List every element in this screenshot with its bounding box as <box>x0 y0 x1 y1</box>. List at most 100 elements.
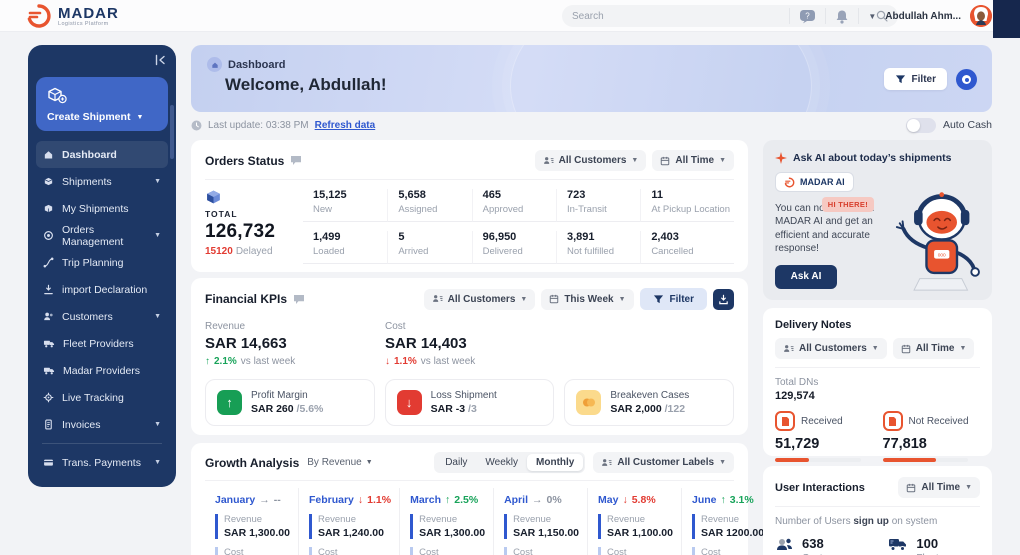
orders-customers-filter[interactable]: All Customers ▼ <box>534 150 647 171</box>
sort-by-revenue-dropdown[interactable]: By Revenue ▼ <box>307 457 373 468</box>
tab-weekly[interactable]: Weekly <box>485 457 519 468</box>
user-interactions-card: User Interactions All Time ▼ Number of Us… <box>763 466 992 555</box>
breakeven-cases-card: Breakeven Cases SAR 2,000 /122 <box>564 379 735 426</box>
ask-ai-card: Ask AI about today’s shipments MADAR AI … <box>763 140 992 300</box>
fleet-providers-truck-icon <box>43 338 55 349</box>
header-divider <box>858 8 860 24</box>
financial-time-filter[interactable]: This Week ▼ <box>541 288 634 310</box>
user-menu-chevron-icon[interactable]: ▼ <box>868 11 877 21</box>
sidebar-scrollbar-thumb[interactable] <box>170 105 174 159</box>
welcome-banner: Dashboard Welcome, Abdullah! Filter <box>191 45 992 112</box>
cube-icon <box>205 189 303 206</box>
avatar[interactable] <box>970 5 992 27</box>
tab-daily[interactable]: Daily <box>445 457 468 468</box>
ask-ai-title: Ask AI about today’s shipments <box>793 152 952 164</box>
coins-icon <box>576 390 602 415</box>
sidebar-item-trip-planning[interactable]: Trip Planning <box>36 249 168 276</box>
up-arrow-icon: ↑ <box>205 356 210 367</box>
export-button[interactable] <box>713 288 734 310</box>
total-value: 126,732 <box>205 221 276 242</box>
document-icon <box>882 411 903 431</box>
record-icon <box>962 75 971 84</box>
export-download-icon <box>719 294 728 304</box>
people-icon <box>432 295 443 302</box>
financial-customers-filter[interactable]: All Customers ▼ <box>423 288 536 310</box>
stat-delivered: 96,950 Delivered <box>471 231 556 264</box>
stat-approved: 465 Approved <box>471 189 556 222</box>
document-icon <box>775 411 795 431</box>
live-tracking-icon <box>43 392 54 403</box>
users-time-filter[interactable]: All Time ▼ <box>898 477 980 498</box>
sidebar-item-madar-providers[interactable]: Madar Providers <box>36 357 168 384</box>
notification-bell-icon[interactable] <box>835 9 849 24</box>
stat-in-transit: 723 In-Transit <box>555 189 641 222</box>
sidebar-collapse-icon[interactable] <box>154 54 166 66</box>
trend-arrow-icon: ↓ <box>622 494 628 506</box>
sidebar-item-orders-management[interactable]: Orders Management ▼ <box>36 222 168 249</box>
people-icon <box>784 344 794 352</box>
not-received-progress-bar <box>882 458 969 462</box>
financial-kpis-title: Financial KPIs <box>205 292 288 306</box>
sidebar-item-customers[interactable]: Customers ▼ <box>36 303 168 330</box>
orders-total-block: TOTAL 126,732 15120 Delayed <box>205 189 303 264</box>
auto-cash-toggle[interactable] <box>905 117 936 133</box>
banner-record-button[interactable] <box>956 69 977 90</box>
user-name[interactable]: Abdullah Ahm... <box>885 10 961 22</box>
sidebar-item-trans-payments[interactable]: Trans. Payments ▼ <box>36 449 168 476</box>
filter-funnel-icon <box>895 74 906 85</box>
stat-loaded: 1,499 Loaded <box>303 231 388 264</box>
trend-arrow-icon: ↑ <box>445 494 451 506</box>
sidebar-item-shipments[interactable]: Shipments ▼ <box>36 168 168 195</box>
banner-filter-button[interactable]: Filter <box>883 68 947 90</box>
ask-ai-button[interactable]: Ask AI <box>775 264 837 289</box>
last-update-text: Last update: 03:38 PM <box>208 119 309 131</box>
financial-filter-button[interactable]: Filter <box>639 288 707 310</box>
users-subtitle: Number of Users sign up on system <box>775 516 938 527</box>
search-input[interactable] <box>572 10 876 22</box>
trend-arrow-icon: ↑ <box>720 494 726 506</box>
comment-bubble-icon[interactable] <box>290 155 302 166</box>
sidebar-divider <box>42 443 162 444</box>
madar-providers-truck-icon <box>43 365 55 376</box>
customers-icon <box>43 311 54 322</box>
profit-up-icon: ↑ <box>217 390 242 415</box>
calendar-icon <box>901 344 910 353</box>
refresh-data-link[interactable]: Refresh data <box>314 119 376 131</box>
logo-name: MADAR <box>58 4 119 22</box>
sidebar-item-import-declaration[interactable]: import Declaration <box>36 276 168 303</box>
delivery-customers-filter[interactable]: All Customers ▼ <box>775 338 887 359</box>
revenue-metric: Revenue SAR 14,663 ↑ 2.1% vs last week <box>205 321 296 367</box>
total-dns-label: Total DNs <box>775 377 819 388</box>
cost-metric: Cost SAR 14,403 ↓ 1.1% vs last week <box>385 321 476 367</box>
orders-management-icon <box>43 230 54 241</box>
trend-arrow-icon: → <box>531 494 543 506</box>
sidebar-item-live-tracking[interactable]: Live Tracking <box>36 384 168 411</box>
sidebar-item-dashboard[interactable]: Dashboard <box>36 141 168 168</box>
sidebar: Create Shipment ▼ Dashboard Shipments ▼ … <box>28 45 176 487</box>
logo-tagline: Logistics Platform <box>58 20 109 27</box>
fleets-stat: 100 Fleets <box>888 536 944 555</box>
tab-monthly[interactable]: Monthly <box>527 454 584 471</box>
chevron-down-icon: ▼ <box>154 232 161 239</box>
sidebar-item-my-shipments[interactable]: My Shipments <box>36 195 168 222</box>
clock-icon <box>191 120 202 131</box>
madar-ai-badge[interactable]: MADAR AI <box>775 172 854 192</box>
comment-bubble-icon[interactable] <box>293 294 305 305</box>
received-block: Received 51,729 <box>775 411 873 462</box>
create-shipment-button[interactable]: Create Shipment ▼ <box>36 77 168 131</box>
calendar-icon <box>907 483 916 492</box>
sidebar-item-invoices[interactable]: Invoices ▼ <box>36 411 168 438</box>
fleets-truck-icon <box>888 536 908 552</box>
header-divider <box>825 8 827 24</box>
orders-time-filter[interactable]: All Time ▼ <box>652 150 734 171</box>
sidebar-item-fleet-providers[interactable]: Fleet Providers <box>36 330 168 357</box>
help-chat-icon[interactable]: ? <box>799 9 816 24</box>
shipments-icon <box>43 176 54 187</box>
header-divider <box>789 8 791 24</box>
customer-labels-filter[interactable]: All Customer Labels ▼ <box>593 452 734 473</box>
my-shipments-icon <box>43 203 54 214</box>
total-dns-value: 129,574 <box>775 390 815 402</box>
madar-logo[interactable]: MADAR Logistics Platform <box>26 3 119 29</box>
delivery-time-filter[interactable]: All Time ▼ <box>892 338 975 359</box>
